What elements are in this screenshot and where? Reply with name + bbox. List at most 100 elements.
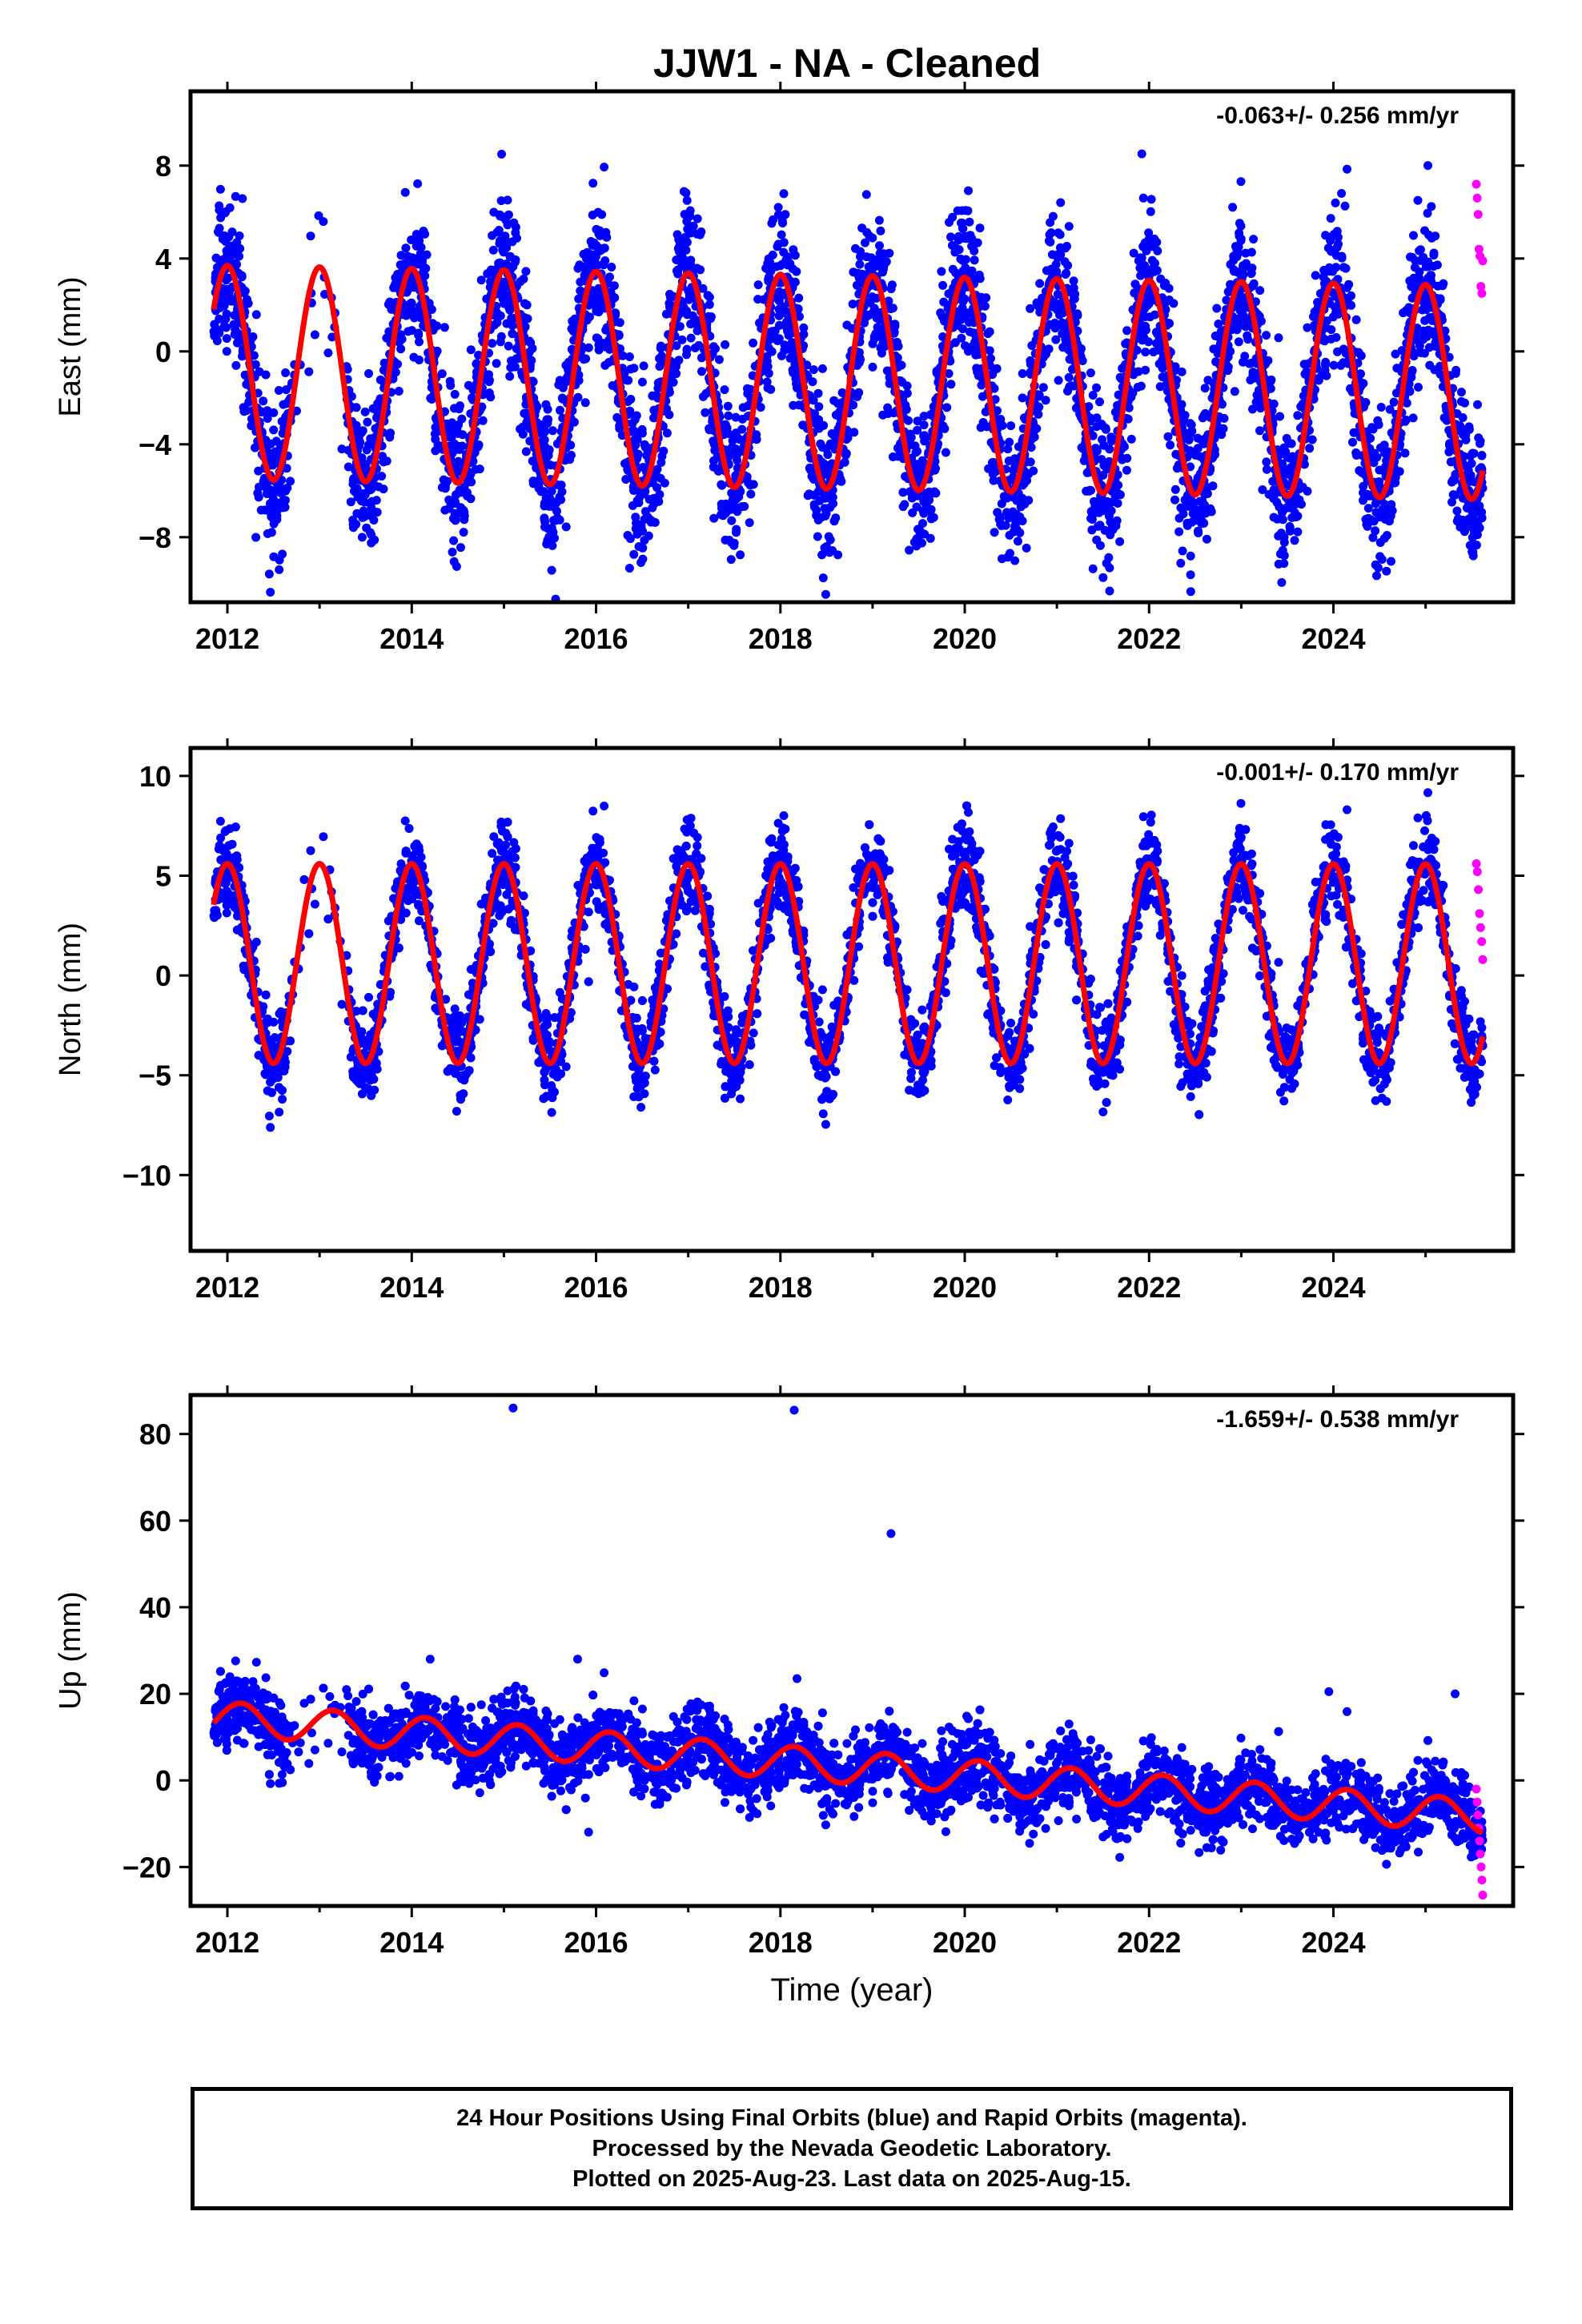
- east-final-point: [1299, 360, 1309, 369]
- east-final-point: [640, 536, 649, 545]
- east-final-point: [1456, 396, 1466, 406]
- east-final-point: [362, 523, 371, 533]
- east-final-point: [938, 280, 948, 290]
- east-final-point: [1375, 477, 1384, 486]
- east-final-point: [937, 267, 946, 276]
- east-final-point: [223, 250, 232, 259]
- east-final-point: [1349, 428, 1359, 437]
- east-final-point: [1387, 557, 1395, 566]
- east-final-point: [1012, 509, 1021, 519]
- east-final-point: [1232, 325, 1242, 335]
- east-final-point: [649, 499, 659, 509]
- east-final-point: [1062, 268, 1071, 278]
- east-final-point: [656, 473, 665, 483]
- east-final-point: [905, 434, 914, 444]
- east-final-point: [1293, 411, 1303, 420]
- east-final-point: [1004, 513, 1014, 523]
- east-final-point: [1214, 320, 1223, 328]
- east-final-point: [1122, 453, 1132, 463]
- east-final-point: [874, 215, 884, 225]
- east-final-point: [1395, 467, 1404, 476]
- east-final-point: [936, 308, 946, 318]
- east-final-point: [1400, 448, 1410, 458]
- east-final-point: [233, 338, 242, 348]
- east-final-point: [1062, 242, 1071, 251]
- east-final-point: [982, 422, 992, 432]
- east-final-point: [629, 549, 639, 559]
- east-final-point: [1183, 428, 1192, 438]
- east-final-point: [1095, 397, 1104, 407]
- east-final-point: [1379, 440, 1389, 450]
- east-final-point: [1056, 198, 1066, 207]
- east-rapid-point: [1477, 288, 1487, 298]
- east-final-point: [1003, 553, 1013, 562]
- east-final-point: [1038, 383, 1048, 392]
- east-final-point: [348, 479, 358, 489]
- east-final-point: [717, 480, 726, 489]
- east-final-point: [681, 259, 690, 269]
- east-final-point: [1170, 485, 1180, 494]
- east-final-point: [456, 503, 465, 513]
- east-final-point: [861, 190, 871, 199]
- east-final-point: [673, 269, 683, 279]
- east-final-point: [1211, 332, 1220, 340]
- east-final-point: [229, 320, 239, 329]
- east-final-point: [1258, 485, 1267, 494]
- east-final-point: [581, 266, 591, 275]
- east-final-point: [1476, 436, 1485, 446]
- east-final-point: [672, 255, 681, 264]
- east-final-point: [1424, 343, 1434, 352]
- east-final-point: [1274, 333, 1283, 343]
- east-final-point: [953, 206, 962, 215]
- east-final-point: [727, 516, 737, 525]
- east-final-point: [547, 565, 556, 575]
- east-final-point: [1372, 452, 1382, 462]
- east-final-point: [580, 398, 590, 408]
- east-final-point: [1416, 348, 1426, 358]
- east-final-point: [466, 345, 476, 355]
- east-y-tick-label: 8: [155, 150, 171, 183]
- east-final-point: [1034, 409, 1043, 419]
- east-final-point: [1368, 424, 1378, 434]
- east-final-point: [561, 522, 571, 532]
- east-final-point: [975, 223, 985, 233]
- east-final-point: [1159, 281, 1169, 290]
- east-final-point: [957, 333, 966, 343]
- east-final-point: [766, 384, 776, 394]
- east-final-point: [1098, 435, 1106, 444]
- east-final-point: [377, 472, 387, 481]
- east-final-point: [1403, 384, 1413, 394]
- east-final-point: [1347, 300, 1356, 310]
- east-final-point: [821, 589, 830, 599]
- east-final-point: [400, 305, 410, 315]
- east-final-point: [544, 451, 553, 460]
- east-final-point: [268, 458, 278, 468]
- east-final-point: [721, 340, 730, 349]
- east-final-point: [1107, 497, 1117, 507]
- east-final-point: [916, 527, 926, 537]
- east-final-point: [1010, 454, 1020, 464]
- east-final-point: [736, 550, 745, 560]
- east-final-point: [1051, 259, 1061, 269]
- figure-title: JJW1 - NA - Cleaned: [653, 41, 1041, 86]
- east-final-point: [782, 323, 792, 332]
- east-final-point: [1447, 477, 1456, 487]
- east-final-point: [1029, 466, 1038, 476]
- east-final-point: [1064, 372, 1074, 382]
- east-final-point: [1314, 376, 1323, 385]
- east-final-point: [1263, 356, 1273, 365]
- east-final-point: [639, 361, 648, 371]
- east-final-point: [413, 179, 423, 188]
- east-final-point: [1018, 393, 1027, 403]
- east-final-point: [548, 541, 557, 550]
- east-final-point: [737, 414, 747, 424]
- east-final-point: [511, 255, 520, 264]
- east-final-point: [492, 227, 502, 237]
- east-final-point: [1137, 149, 1146, 159]
- east-final-point: [773, 335, 782, 344]
- east-final-point: [413, 307, 423, 316]
- east-final-point: [1268, 476, 1278, 486]
- east-final-point: [813, 532, 822, 541]
- east-final-point: [1379, 467, 1389, 476]
